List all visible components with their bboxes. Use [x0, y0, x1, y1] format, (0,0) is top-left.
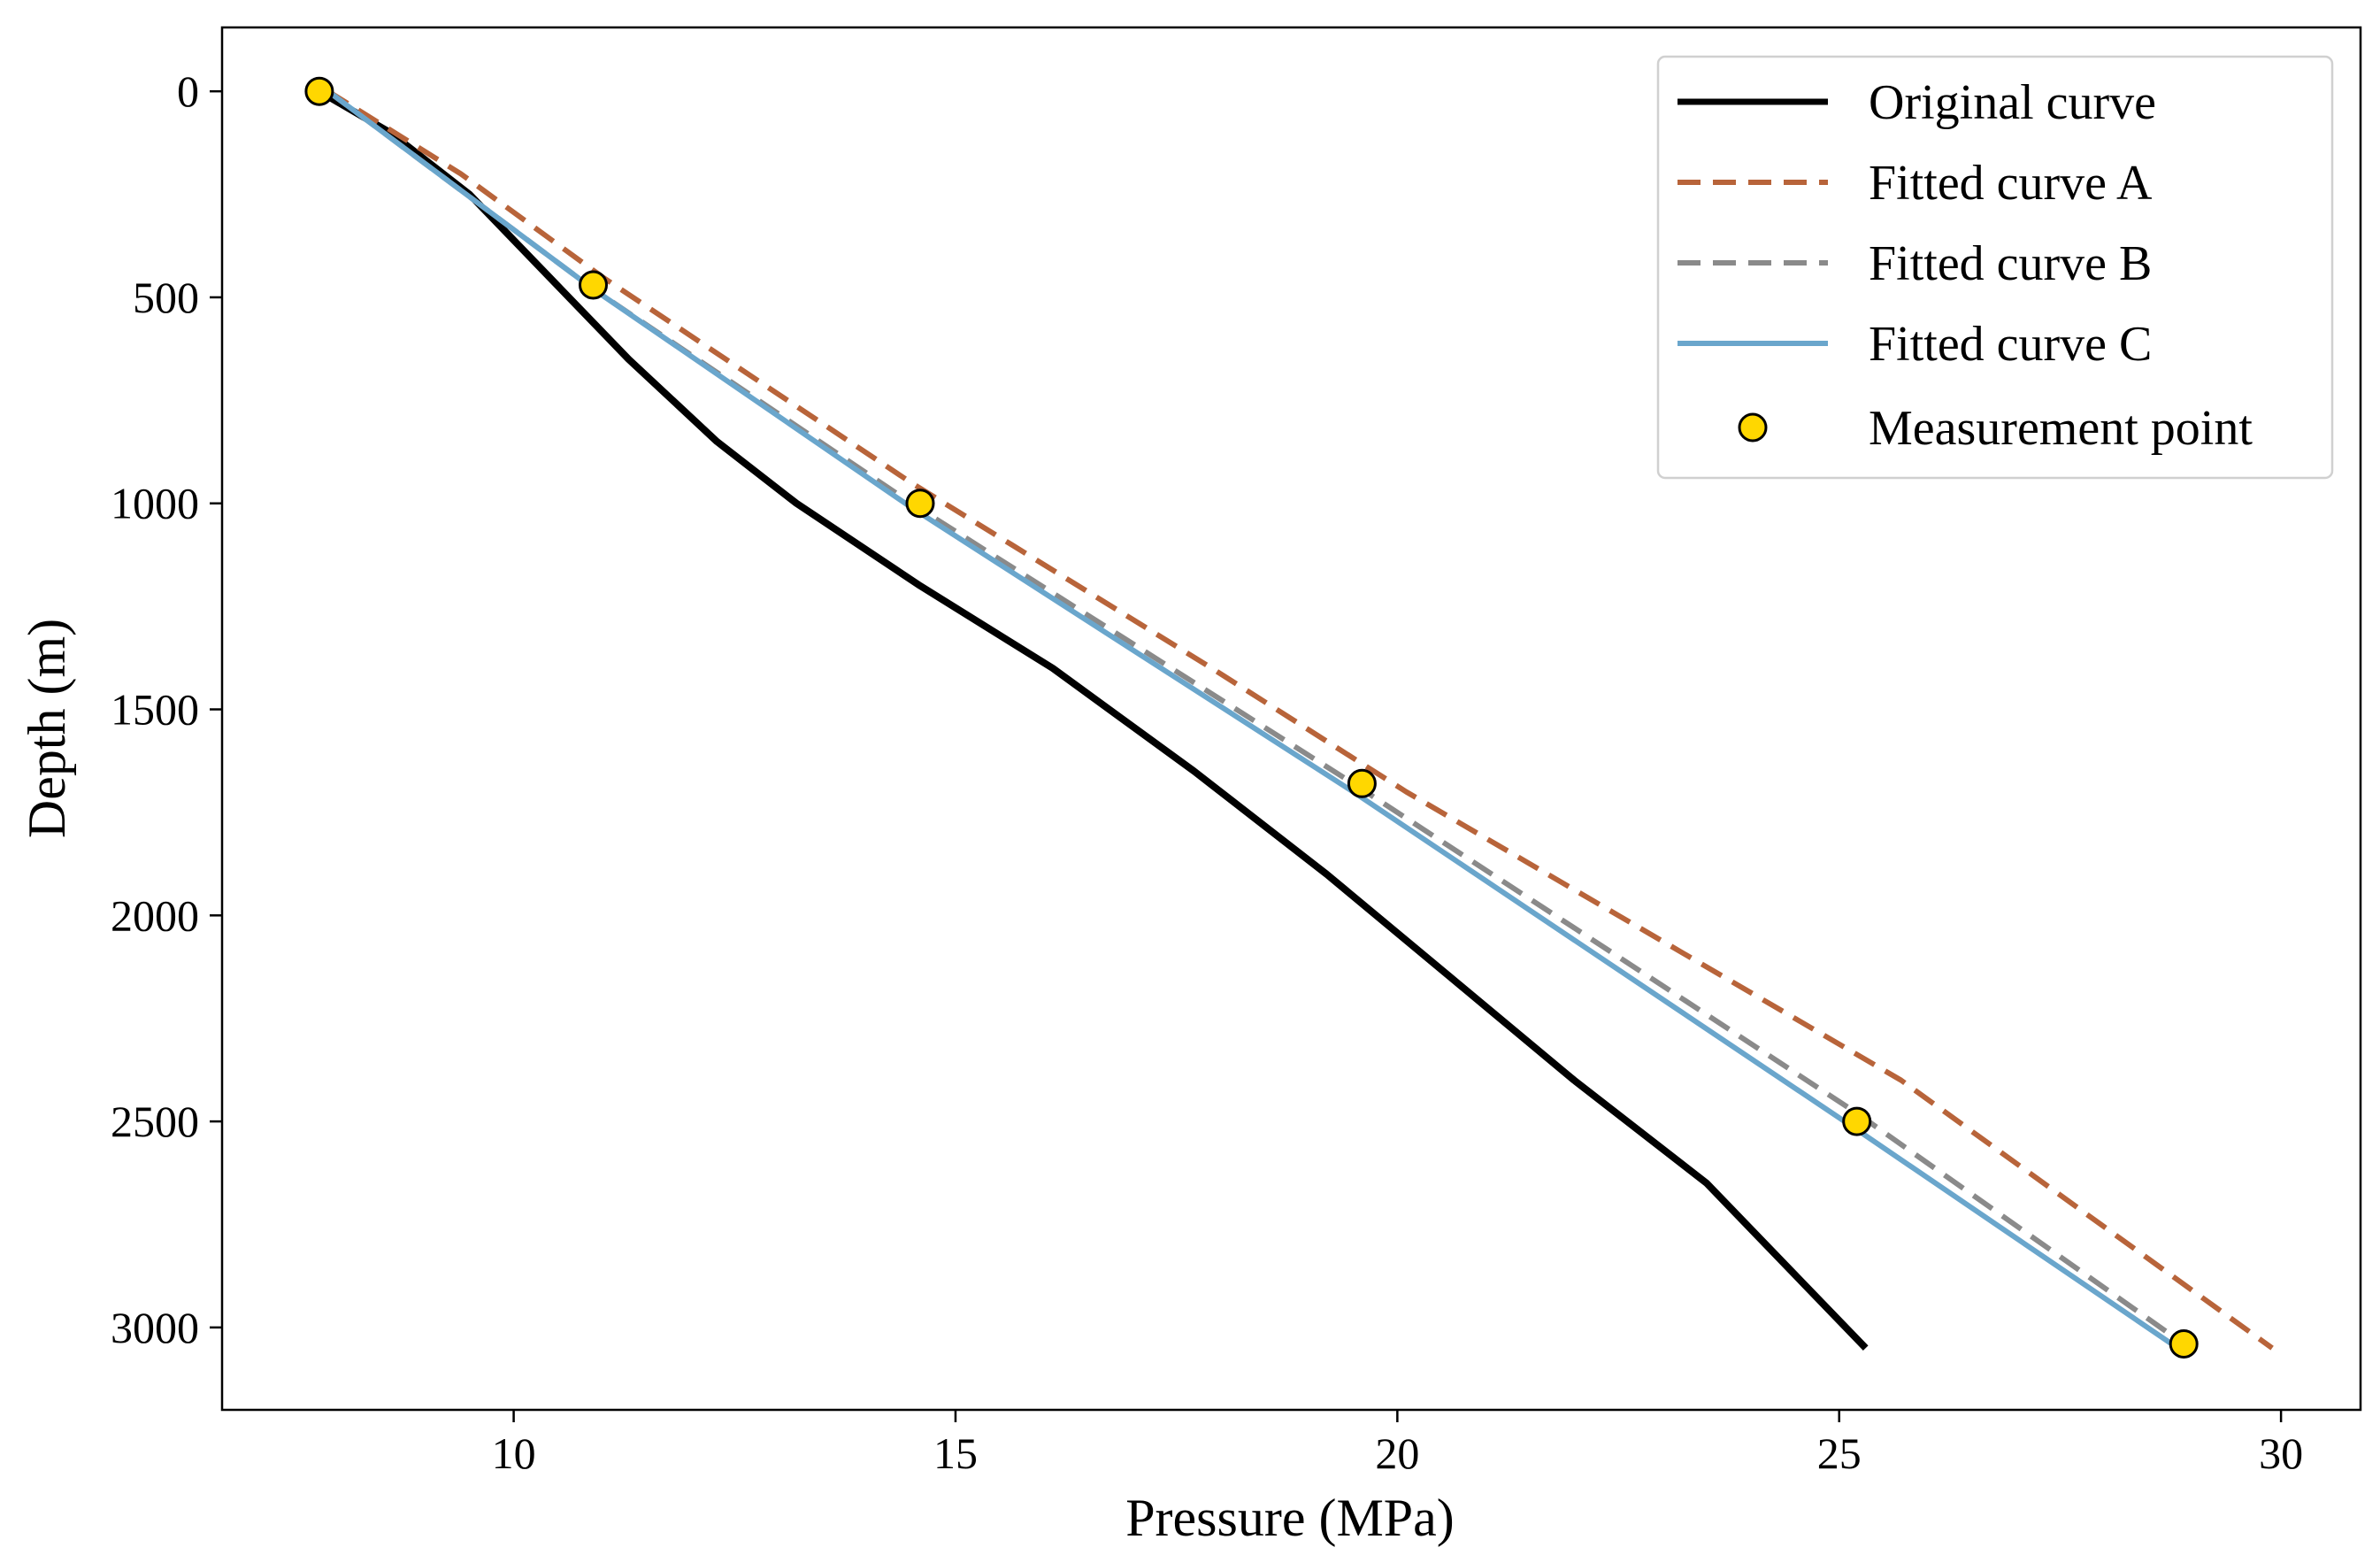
series-line-fitted-curve-c	[326, 89, 2185, 1355]
y-tick-label: 2000	[111, 890, 199, 940]
measurement-point	[905, 489, 935, 519]
y-tick-label: 3000	[111, 1303, 199, 1352]
legend-label-measurement-point: Measurement point	[1869, 401, 2253, 456]
x-tick-label: 20	[1375, 1428, 1419, 1478]
legend-label-fitted-curve-b: Fitted curve B	[1869, 236, 2152, 291]
x-tick-label: 15	[933, 1428, 978, 1478]
measurement-point	[1842, 1106, 1872, 1136]
y-axis-title: Depth (m)	[18, 619, 76, 838]
legend-frame	[1656, 55, 2334, 480]
measurement-point	[304, 76, 334, 106]
x-axis-ticks: 10 15 20 25 30	[492, 1410, 2303, 1478]
measurement-point	[1347, 768, 1377, 798]
measurement-point	[579, 270, 608, 300]
y-tick-label: 1000	[111, 479, 199, 528]
y-axis-ticks: 0 500 1000 1500 2000 2500 3000	[111, 66, 222, 1352]
plot-frame	[220, 26, 2362, 1412]
legend-label-original-curve: Original curve	[1869, 75, 2156, 130]
series-line-fitted-curve-a	[326, 89, 2274, 1351]
legend: Original curve Fitted curve A Fitted cur…	[1656, 55, 2334, 480]
y-tick-label: 2500	[111, 1097, 199, 1146]
x-tick-label: 30	[2259, 1428, 2303, 1478]
x-axis-title: Pressure (MPa)	[1125, 1489, 1455, 1547]
y-tick-label: 500	[133, 273, 199, 322]
legend-swatch-measurement-point	[1738, 412, 1768, 443]
x-tick-label: 25	[1817, 1428, 1862, 1478]
series-line-original-curve	[317, 88, 1869, 1351]
measurement-point	[2169, 1329, 2199, 1359]
measurement-points-layer	[304, 76, 2199, 1359]
legend-label-fitted-curve-c: Fitted curve C	[1869, 317, 2152, 372]
legend-label-fitted-curve-a: Fitted curve A	[1869, 156, 2153, 211]
y-tick-label: 1500	[111, 685, 199, 735]
x-tick-label: 10	[492, 1428, 536, 1478]
y-tick-label: 0	[177, 66, 199, 116]
